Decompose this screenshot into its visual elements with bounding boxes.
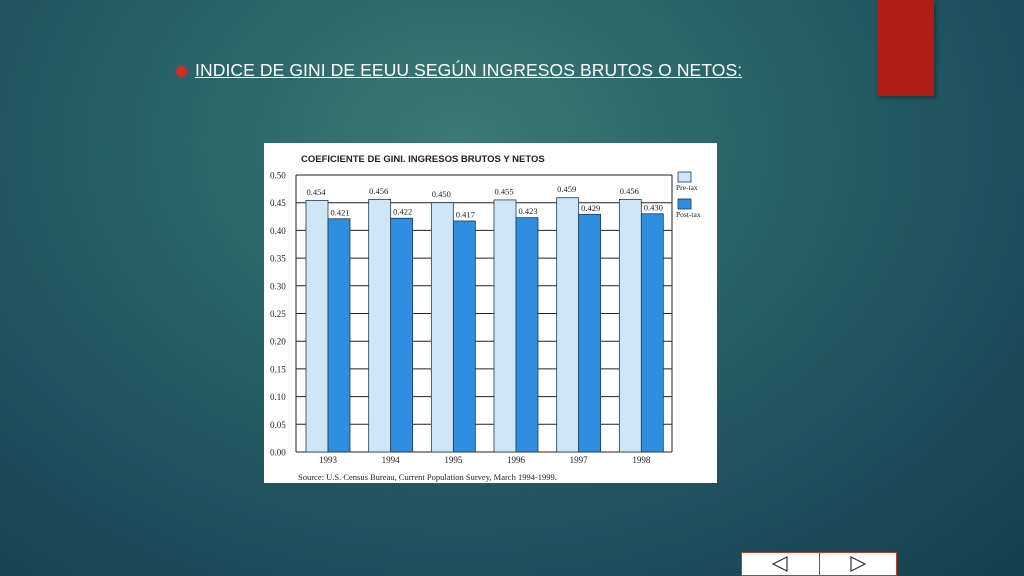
data-label: 0.455 bbox=[494, 186, 513, 196]
data-label: 0.450 bbox=[432, 189, 451, 199]
data-label: 0.423 bbox=[518, 206, 537, 216]
next-slide-button[interactable] bbox=[818, 553, 897, 575]
y-tick-label: 0.10 bbox=[270, 392, 286, 402]
prev-slide-button[interactable] bbox=[742, 553, 819, 575]
y-tick-label: 0.25 bbox=[270, 309, 286, 319]
y-tick-label: 0.15 bbox=[270, 364, 286, 374]
bar-posttax bbox=[452, 220, 476, 453]
x-tick-label: 1995 bbox=[444, 455, 463, 465]
slide-heading: INDICE DE GINI DE EEUU SEGÚN INGRESOS BR… bbox=[176, 60, 742, 81]
x-tick-label: 1998 bbox=[632, 455, 651, 465]
slide-title: INDICE DE GINI DE EEUU SEGÚN INGRESOS BR… bbox=[195, 60, 743, 80]
chart-title: COEFICIENTE DE GINI. INGRESOS BRUTOS Y N… bbox=[301, 154, 545, 165]
data-label: 0.459 bbox=[557, 184, 576, 194]
legend-swatch bbox=[677, 171, 692, 183]
y-tick-label: 0.20 bbox=[270, 337, 286, 347]
x-tick-label: 1994 bbox=[382, 455, 401, 465]
y-tick-label: 0.35 bbox=[270, 254, 286, 264]
bar-posttax bbox=[327, 218, 351, 453]
legend-label: Pre-tax bbox=[676, 183, 698, 192]
bar-pretax bbox=[493, 199, 517, 453]
bullet-icon bbox=[176, 66, 187, 77]
left-triangle-icon bbox=[771, 556, 788, 572]
bar-posttax bbox=[515, 217, 539, 453]
y-tick-label: 0.45 bbox=[270, 198, 286, 208]
red-accent-tab bbox=[877, 0, 934, 96]
chart-source: Source: U.S. Census Bureau, Current Popu… bbox=[298, 472, 557, 482]
bar-pretax bbox=[430, 202, 454, 453]
x-tick-label: 1997 bbox=[570, 455, 589, 465]
bar-posttax bbox=[640, 213, 664, 453]
bar-pretax bbox=[368, 198, 392, 453]
bar-posttax bbox=[390, 217, 414, 453]
right-triangle-icon bbox=[850, 556, 867, 572]
chart-svg: COEFICIENTE DE GINI. INGRESOS BRUTOS Y N… bbox=[270, 154, 701, 482]
y-tick-label: 0.00 bbox=[270, 448, 286, 458]
y-tick-label: 0.05 bbox=[270, 420, 286, 430]
gini-chart: COEFICIENTE DE GINI. INGRESOS BRUTOS Y N… bbox=[264, 143, 717, 483]
data-label: 0.456 bbox=[620, 186, 639, 196]
y-tick-label: 0.50 bbox=[270, 171, 286, 181]
bar-pretax bbox=[556, 197, 580, 453]
slide-navigation bbox=[741, 552, 897, 576]
y-tick-label: 0.40 bbox=[270, 226, 286, 236]
y-tick-label: 0.30 bbox=[270, 281, 286, 291]
bar-posttax bbox=[578, 213, 602, 453]
data-label: 0.430 bbox=[644, 202, 663, 212]
data-label: 0.421 bbox=[330, 207, 349, 217]
data-label: 0.429 bbox=[581, 203, 600, 213]
data-label: 0.417 bbox=[456, 209, 475, 219]
data-label: 0.422 bbox=[393, 207, 412, 217]
x-tick-label: 1993 bbox=[319, 455, 338, 465]
legend-swatch bbox=[677, 198, 692, 210]
bar-pretax bbox=[618, 198, 642, 453]
bar-pretax bbox=[305, 200, 329, 453]
legend-label: Post-tax bbox=[676, 210, 701, 219]
x-tick-label: 1996 bbox=[507, 455, 526, 465]
data-label: 0.456 bbox=[369, 186, 388, 196]
data-label: 0.454 bbox=[306, 187, 326, 197]
